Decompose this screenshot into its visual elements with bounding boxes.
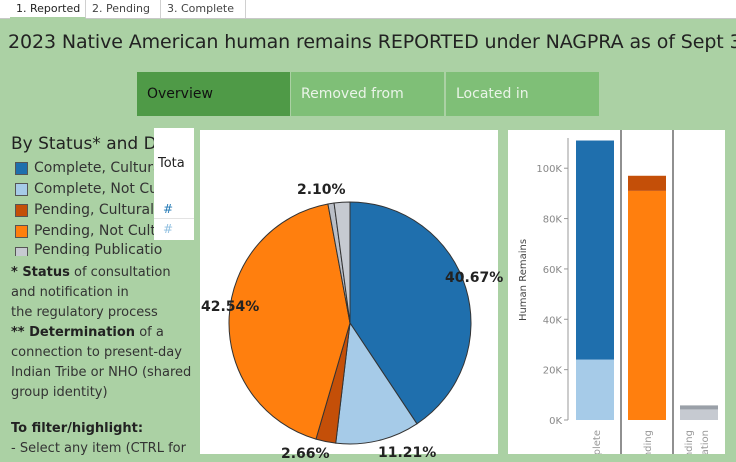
- total-panel: Tota # #: [154, 128, 194, 240]
- total-value: #: [163, 202, 174, 216]
- pie-label-complete-not-affiliated: 11.21%: [378, 445, 437, 461]
- divider: [154, 218, 194, 219]
- tab-pending[interactable]: 2. Pending: [86, 0, 161, 18]
- legend-swatch: [15, 224, 28, 238]
- y-tick-label: 0K: [549, 416, 562, 427]
- x-category-label: cation: [700, 430, 711, 454]
- bar-chart-panel: 0K 20K 40K 60K 80K 100K Human Remains mplete ndi…: [508, 130, 725, 462]
- bar-segment-2-1[interactable]: [680, 405, 718, 410]
- pie-label-complete-affiliated: 40.67%: [445, 270, 504, 286]
- located-in-button[interactable]: Located in: [446, 72, 599, 116]
- legend-item-pending-not-affiliated[interactable]: Pending, Not Cult: [15, 221, 156, 241]
- legend-item-label: Pending Publicatio: [34, 242, 163, 256]
- pie-slice-1[interactable]: [335, 321, 418, 445]
- legend-item-label: Pending, Cultural: [34, 202, 154, 218]
- tab-reported[interactable]: 1. Reported: [10, 0, 86, 19]
- legend-swatch: [15, 182, 28, 196]
- bar-segment-1-0[interactable]: [628, 190, 666, 420]
- status-note-text: of consultation and notification in: [11, 265, 171, 300]
- filter-instructions-line: - Select any item (CTRL for: [11, 441, 186, 456]
- overview-button[interactable]: Overview: [137, 72, 290, 116]
- bar-segment-0-1[interactable]: [576, 140, 614, 360]
- pie-label-pending-affiliated: 2.66%: [281, 446, 330, 462]
- status-note-text2: the regulatory process: [11, 305, 158, 320]
- pie-chart-panel: 2.10% 40.67% 42.54% 2.66% 11.21%: [200, 130, 503, 462]
- bar-segment-0-0[interactable]: [576, 359, 614, 420]
- pie-chart: [228, 201, 472, 445]
- legend-item-pending-affiliated[interactable]: Pending, Cultural: [15, 200, 154, 220]
- legend-item-label: Complete, Cultura: [34, 160, 162, 176]
- status-note-label: * Status: [11, 265, 70, 280]
- y-tick-label: 60K: [543, 265, 563, 276]
- y-axis-title: Human Remains: [518, 239, 529, 321]
- legend-item-pending-publication[interactable]: Pending Publicatio: [15, 242, 162, 256]
- legend-swatch: [15, 203, 28, 217]
- determination-note-label: ** Determination: [11, 325, 136, 340]
- determination-note-text: of a connection to present-day Indian Tr…: [11, 325, 192, 400]
- legend-title: By Status* and De: [11, 134, 168, 154]
- x-category-label: mplete: [592, 430, 603, 454]
- footnotes: * Status of consultation and notificatio…: [11, 263, 196, 403]
- y-tick-label: 40K: [543, 315, 563, 326]
- pie-label-pending-publication: 2.10%: [297, 182, 346, 198]
- total-header: Tota: [158, 156, 185, 171]
- legend-swatch: [15, 161, 28, 175]
- x-category-label: nding: [643, 430, 654, 454]
- y-tick-label: 100K: [536, 164, 562, 175]
- legend-item-complete-affiliated[interactable]: Complete, Cultura: [15, 158, 162, 178]
- stacked-bar-chart: 0K 20K 40K 60K 80K 100K Human Remains mplete ndi…: [518, 130, 718, 462]
- total-value: #: [163, 222, 174, 236]
- pie-label-pending-not-affiliated: 42.54%: [201, 299, 260, 315]
- y-tick-label: 80K: [543, 215, 563, 226]
- legend-item-complete-not-affiliated[interactable]: Complete, Not Cu: [15, 179, 158, 199]
- pie-slice-5[interactable]: [333, 201, 351, 324]
- legend-item-label: Complete, Not Cu: [34, 181, 158, 197]
- y-tick-label: 20K: [543, 366, 563, 377]
- bar-segment-2-0[interactable]: [680, 409, 718, 420]
- sheet-tab-bar: 1. Reported 2. Pending 3. Complete: [0, 0, 736, 19]
- legend-swatch: [15, 247, 28, 256]
- filter-instructions-title: To filter/highlight:: [11, 421, 144, 436]
- removed-from-button[interactable]: Removed from: [291, 72, 444, 116]
- x-category-label: nding: [684, 430, 695, 454]
- legend-item-label: Pending, Not Cult: [34, 223, 156, 239]
- pie-slice-3[interactable]: [228, 203, 351, 440]
- bar-segment-1-1[interactable]: [628, 175, 666, 191]
- page-title: 2023 Native American human remains REPOR…: [8, 31, 736, 53]
- tab-complete[interactable]: 3. Complete: [161, 0, 246, 18]
